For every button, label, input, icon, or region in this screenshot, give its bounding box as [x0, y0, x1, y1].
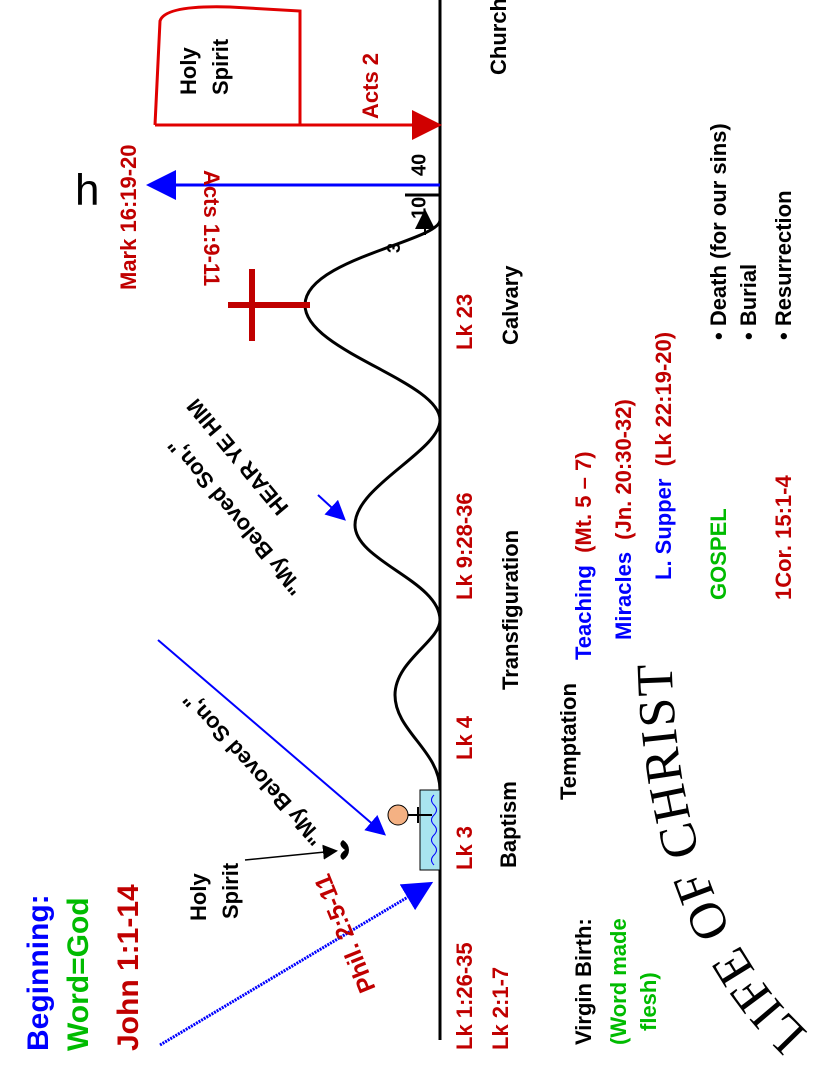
ministry: Teaching (Mt. 5 – 7) — [571, 451, 596, 660]
ministry-ref: (Lk 22:19-20) — [651, 332, 676, 467]
voice-arrow — [317, 494, 346, 521]
label: Holy — [186, 873, 211, 921]
gospel-point: • Resurrection — [771, 190, 796, 340]
gospel-ref: 1Cor. 15:1-4 — [771, 475, 796, 600]
label: Virgin Birth: — [571, 918, 596, 1045]
spirit-shape — [153, 5, 302, 126]
ministry-label: L. Supper — [651, 478, 676, 580]
reference: Lk 3 — [452, 826, 477, 870]
title: John 1:1-14 — [112, 884, 145, 1051]
ministry-ref: (Mt. 5 – 7) — [571, 451, 596, 552]
event: Transfiguration — [498, 530, 523, 690]
label: Acts 1:9-11 — [199, 170, 224, 286]
event: Church — [486, 0, 511, 75]
reference: Lk 9:28-36 — [452, 492, 477, 600]
ministry-label: Teaching — [571, 565, 596, 660]
label: Spirit — [218, 862, 243, 919]
reference: Lk 2:1-7 — [488, 967, 513, 1050]
reference: Lk 1:26-35 — [452, 942, 477, 1050]
title: Beginning: — [22, 894, 55, 1051]
gospel-point: • Burial — [736, 264, 761, 340]
label: Spirit — [208, 38, 233, 95]
day-label: 40 — [408, 154, 430, 176]
life-curve — [303, 219, 442, 791]
reference: Lk 23 — [452, 294, 477, 350]
label: Mark 16:19-20 — [116, 144, 141, 290]
symbol: h — [75, 166, 99, 215]
day-label: 10 — [408, 197, 430, 219]
event: Baptism — [496, 781, 521, 868]
spirit-arrow — [244, 844, 338, 861]
waves — [431, 794, 437, 866]
label: (Word made — [606, 918, 631, 1045]
ministry: L. Supper (Lk 22:19-20) — [651, 332, 676, 580]
person — [387, 804, 409, 826]
phil-arrow — [159, 881, 434, 1047]
label: flesh) — [636, 972, 661, 1031]
ministry-label: Miracles — [611, 552, 636, 640]
landscape: Beginning: Word=God John 1:1-14 Holy Spi… — [22, 0, 817, 1064]
label: Phil. 2:5-11 — [309, 870, 381, 996]
title: Word=God — [62, 897, 95, 1051]
event: Temptation — [556, 683, 581, 800]
label: "My Beloved Son," — [178, 687, 328, 850]
gospel-title: GOSPEL — [706, 508, 731, 600]
label: Holy — [176, 47, 201, 95]
day-label: 3 — [384, 243, 404, 253]
ministry-ref: (Jn. 20:30-32) — [611, 399, 636, 540]
gospel-point: • Death (for our sins) — [706, 123, 731, 340]
label: Acts 2 — [358, 53, 383, 119]
dove — [340, 840, 349, 860]
ministry: Miracles (Jn. 20:30-32) — [611, 399, 636, 640]
voice-arrow — [157, 639, 387, 836]
water — [419, 789, 441, 871]
reference: Lk 4 — [452, 715, 477, 760]
event: Calvary — [498, 265, 523, 345]
